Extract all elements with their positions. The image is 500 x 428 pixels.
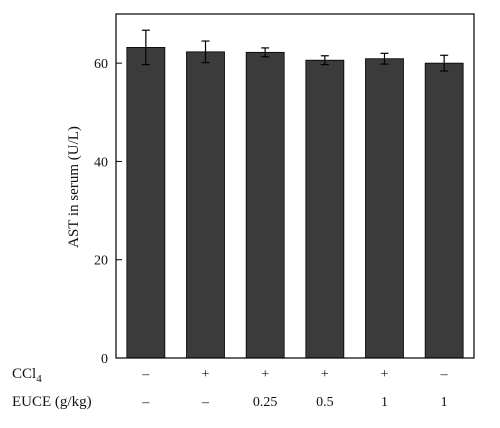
bar bbox=[245, 51, 285, 359]
error-bars-layer bbox=[141, 29, 449, 72]
bar bbox=[424, 62, 464, 359]
bars-layer bbox=[126, 47, 464, 359]
group-row-label: CCl4 bbox=[12, 366, 42, 385]
y-tick-label: 40 bbox=[94, 155, 108, 170]
bar bbox=[365, 58, 404, 359]
y-tick-label: 20 bbox=[94, 254, 108, 269]
bar bbox=[186, 51, 225, 359]
group-cell: + bbox=[202, 367, 210, 382]
group-row-label: EUCE (g/kg) bbox=[12, 394, 92, 410]
bar bbox=[305, 59, 345, 359]
group-cell: + bbox=[381, 367, 389, 382]
group-cell: 0.5 bbox=[316, 395, 334, 410]
y-tick-label: 0 bbox=[101, 352, 108, 367]
group-cell: – bbox=[141, 367, 150, 382]
group-cell: + bbox=[321, 367, 329, 382]
group-cell: 1 bbox=[381, 395, 388, 410]
y-ticks-layer: 0 20 40 60 bbox=[94, 57, 122, 367]
group-cell: – bbox=[141, 395, 150, 410]
plot-frame bbox=[115, 13, 475, 359]
group-cell: – bbox=[201, 395, 210, 410]
group-cell: 0.25 bbox=[253, 395, 278, 410]
group-table: CCl4 – + + + + – EUCE (g/kg) – – 0.25 0.5 1 1 bbox=[12, 366, 449, 410]
y-tick-label: 60 bbox=[94, 57, 108, 72]
bar bbox=[126, 47, 166, 359]
group-cell: + bbox=[261, 367, 269, 382]
group-cell: 1 bbox=[441, 395, 448, 410]
group-cell: – bbox=[440, 367, 449, 382]
y-axis-label: AST in serum (U/L) bbox=[66, 126, 82, 248]
